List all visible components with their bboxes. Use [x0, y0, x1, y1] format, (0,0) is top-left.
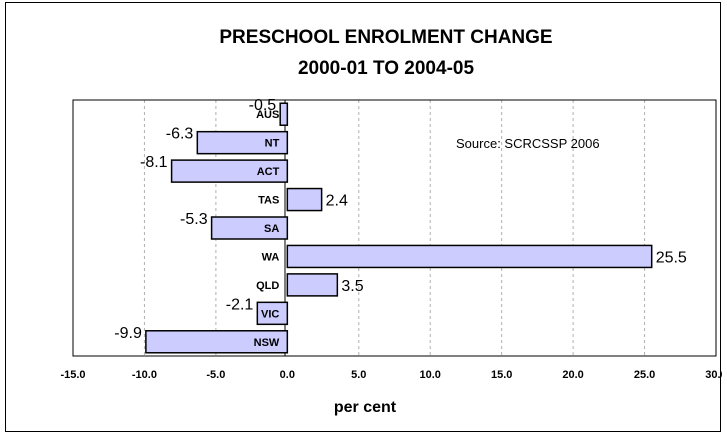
data-label-nsw: -9.9	[114, 325, 142, 342]
category-label-aus: AUS	[256, 109, 279, 121]
category-label-nsw: NSW	[254, 337, 280, 349]
x-tick-label-10.0: 10.0	[420, 369, 441, 381]
category-label-tas: TAS	[258, 195, 279, 207]
x-tick-label-0.0: 0.0	[280, 369, 295, 381]
data-label-nt: -6.3	[166, 126, 194, 143]
x-tick-label-25.0: 25.0	[634, 369, 655, 381]
x-tick-label-20.0: 20.0	[562, 369, 583, 381]
category-label-sa: SA	[264, 223, 279, 235]
data-labels: -0.5 -6.3 -8.1 2.4 -5.3 25.5 3.5 -2.1 -9.9	[114, 97, 687, 342]
bar-act	[170, 159, 289, 183]
source-annotation: Source: SCRCSSP 2006	[456, 136, 600, 151]
chart-frame: PRESCHOOL ENROLMENT CHANGE 2000-01 TO 20…	[5, 2, 722, 432]
category-labels: AUS NT ACT TAS SA WA QLD VIC NSW	[254, 109, 280, 349]
bar-qld	[286, 273, 339, 297]
x-tick-label--15.0: -15.0	[60, 369, 85, 381]
bar-nsw	[145, 330, 289, 354]
bar-wa	[286, 244, 653, 269]
x-tick-label-30.0: 30.0	[705, 369, 722, 381]
plot-area	[72, 99, 717, 357]
bar-nt	[196, 130, 289, 155]
bar-aus	[279, 102, 289, 126]
category-label-act: ACT	[257, 166, 280, 178]
x-tick-labels: -15.0 -10.0 -5.0 0.0 5.0 10.0 15.0 20.0 25.0 30.0	[60, 369, 722, 381]
bar-sa	[210, 216, 289, 240]
data-label-wa: 25.5	[656, 249, 687, 266]
data-label-aus: -0.5	[249, 97, 277, 114]
category-label-nt: NT	[265, 138, 280, 150]
bars	[145, 102, 653, 354]
x-tick-label--5.0: -5.0	[206, 369, 225, 381]
bar-tas	[286, 187, 323, 212]
bar-vic	[256, 301, 289, 326]
data-label-vic: -2.1	[226, 296, 254, 313]
x-axis-title: per cent	[334, 399, 397, 416]
chart-title-line-2: 2000-01 TO 2004-05	[298, 58, 474, 79]
bar-chart: PRESCHOOL ENROLMENT CHANGE 2000-01 TO 20…	[60, 27, 722, 416]
x-tick-label-15.0: 15.0	[491, 369, 512, 381]
chart-title-line-1: PRESCHOOL ENROLMENT CHANGE	[219, 27, 552, 48]
data-label-act: -8.1	[140, 154, 168, 171]
x-tick-label-5.0: 5.0	[351, 369, 366, 381]
category-label-qld: QLD	[256, 280, 279, 292]
category-label-wa: WA	[262, 251, 280, 263]
data-label-sa: -5.3	[180, 211, 208, 228]
data-label-tas: 2.4	[326, 193, 348, 210]
category-label-vic: VIC	[261, 308, 279, 320]
data-label-qld: 3.5	[341, 278, 363, 295]
x-tick-label--10.0: -10.0	[132, 369, 157, 381]
